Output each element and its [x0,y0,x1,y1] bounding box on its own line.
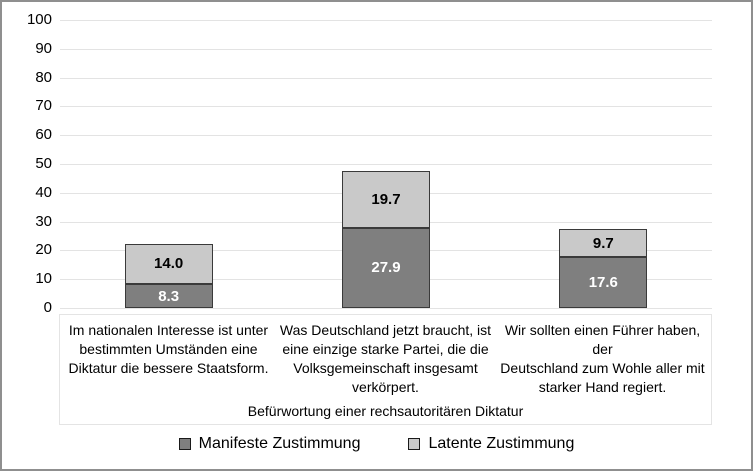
bar-segment: 17.6 [559,257,648,308]
bar-segment: 9.7 [559,229,648,258]
ytick-label-70: 70 [35,97,52,115]
bar-segment: 27.9 [341,227,430,308]
category-label-2: Was Deutschland jetzt braucht, ist eine … [279,322,492,395]
legend-item: Latente Zustimmung [408,435,574,453]
legend-label: Latente Zustimmung [428,435,575,452]
ytick-label-50: 50 [35,155,52,172]
x-axis-title: Befürwortung einer rechsautoritären Dikt… [247,403,524,419]
bar-segment: 19.7 [341,170,430,228]
ytick-label-10: 10 [35,270,52,288]
bars-row: 8.3 14.0 27.9 19.7 17.6 9.7 [60,20,712,308]
bar-1: 8.3 14.0 [124,243,213,308]
gridline-80 [60,77,712,79]
bar-segment: 14.0 [124,243,213,285]
bar-2: 27.9 19.7 [341,170,430,308]
ytick-label-20: 20 [35,241,52,259]
ytick-label-90: 90 [35,39,52,57]
bar-slot-1: 8.3 14.0 [60,20,277,308]
x-axis-box: Im nationalen Interesse ist unter bestim… [59,314,712,425]
bar-slot-2: 27.9 19.7 [277,20,494,308]
ytick-label-30: 30 [35,212,52,230]
gridline-0 [60,308,712,309]
gridline-60 [60,135,712,137]
ytick-label-40: 40 [35,183,52,201]
ytick-label-60: 60 [35,126,52,144]
legend-label: Manifeste Zustimmung [198,435,361,452]
legend-swatch-icon [178,438,191,450]
bar-segment: 8.3 [124,284,213,308]
plot-area: 8.3 14.0 27.9 19.7 17.6 9.7 [60,20,712,309]
legend-item: Manifeste Zustimmung [178,435,361,453]
category-label-3: Wir sollten einen Führer haben, der Deut… [500,322,705,395]
legend: Manifeste Zustimmung Latente Zustimmung [2,435,751,453]
bar-3: 17.6 9.7 [559,229,648,308]
gridline-50 [60,164,712,165]
gridline-70 [60,106,712,108]
gridline-90 [60,48,712,50]
legend-swatch-icon [408,438,421,450]
gridline-100 [60,20,712,21]
ytick-label-80: 80 [35,68,52,86]
bar-slot-3: 17.6 9.7 [495,20,712,308]
ytick-label-0: 0 [43,299,52,316]
category-labels-row: Im nationalen Interesse ist unter bestim… [60,321,711,397]
ytick-label-100: 100 [26,11,52,28]
category-label-1: Im nationalen Interesse ist unter bestim… [68,322,269,376]
